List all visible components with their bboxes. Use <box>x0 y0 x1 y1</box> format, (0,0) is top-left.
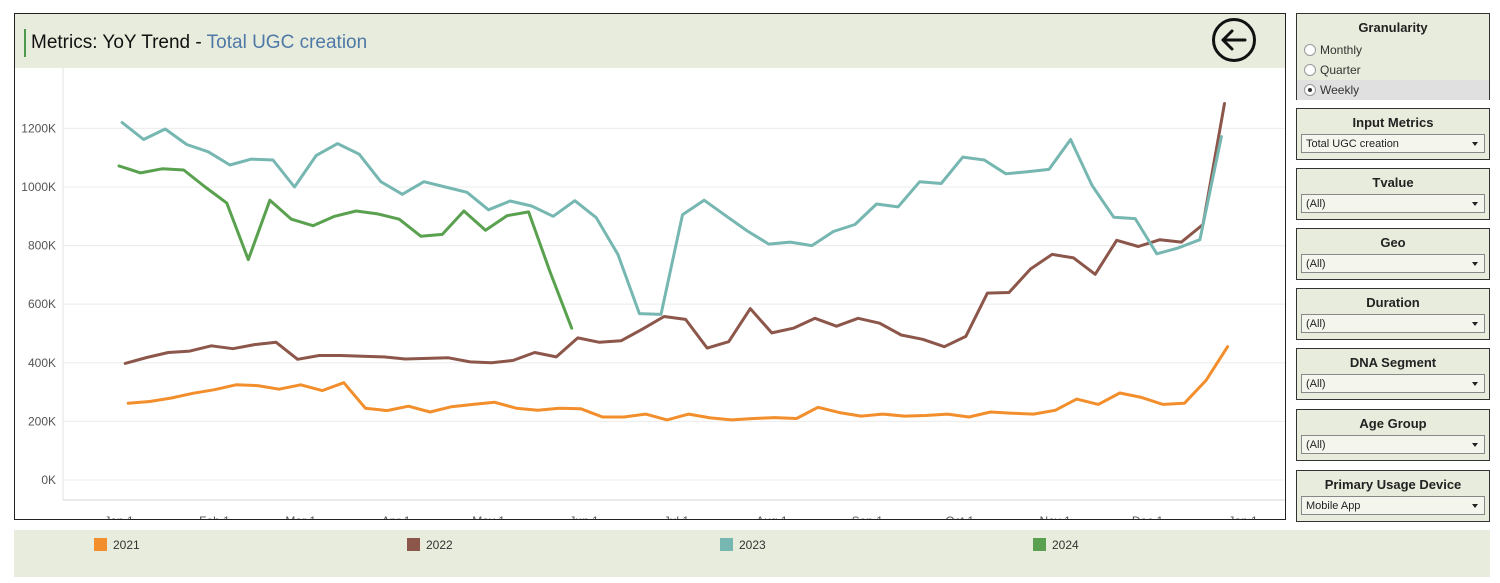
legend-swatch <box>94 538 107 551</box>
radio-circle-icon <box>1304 44 1316 56</box>
input-metrics-title: Input Metrics <box>1352 115 1434 130</box>
x-tick-label: Dec 1 <box>1132 514 1164 519</box>
dropdown-value: Mobile App <box>1306 500 1361 512</box>
tvalue-title: Tvalue <box>1372 175 1414 190</box>
dropdown-value: (All) <box>1306 198 1326 210</box>
caret-down-icon <box>1472 504 1478 508</box>
dropdown-value: (All) <box>1306 318 1326 330</box>
chart-legend: 2021 2022 2023 2024 <box>14 530 1490 577</box>
legend-label: 2021 <box>113 538 140 552</box>
dna-segment-dropdown[interactable]: (All) <box>1301 374 1485 393</box>
duration-filter: Duration (All) <box>1296 288 1490 340</box>
line-chart: 0K 200K 400K 600K 800K 1000K 1200K Jan 1 Feb 1 Ma… <box>21 68 1285 519</box>
age-group-dropdown[interactable]: (All) <box>1301 435 1485 454</box>
y-tick-label: 400K <box>28 356 56 370</box>
y-tick-label: 800K <box>28 239 56 253</box>
legend-item-2022[interactable]: 2022 <box>407 538 453 554</box>
x-tick-label: Aug 1 <box>756 514 788 519</box>
y-tick-label: 600K <box>28 297 56 311</box>
y-tick-label: 1200K <box>21 121 56 135</box>
legend-swatch <box>720 538 733 551</box>
dna-segment-title: DNA Segment <box>1349 355 1437 370</box>
x-tick-label: Feb 1 <box>199 514 230 519</box>
radio-label: Weekly <box>1320 83 1360 97</box>
caret-down-icon <box>1472 262 1478 266</box>
radio-circle-icon <box>1304 64 1316 76</box>
gridlines <box>63 127 1285 481</box>
back-button[interactable] <box>1212 18 1256 62</box>
caret-down-icon <box>1472 443 1478 447</box>
title-metric-name: Total UGC creation <box>206 32 368 53</box>
legend-swatch <box>1033 538 1046 551</box>
tvalue-filter: Tvalue (All) <box>1296 168 1490 220</box>
radio-weekly[interactable]: Weekly <box>1297 80 1489 100</box>
caret-down-icon <box>1472 142 1478 146</box>
input-metrics-dropdown[interactable]: Total UGC creation <box>1301 134 1485 153</box>
chart-header: Metrics: YoY Trend - Total UGC creation <box>15 14 1285 68</box>
duration-title: Duration <box>1366 295 1420 310</box>
radio-label: Quarter <box>1320 63 1361 77</box>
legend-item-2021[interactable]: 2021 <box>94 538 140 554</box>
radio-quarter[interactable]: Quarter <box>1297 60 1489 80</box>
granularity-title: Granularity <box>1358 20 1428 35</box>
legend-label: 2022 <box>426 538 453 552</box>
primary-usage-device-title: Primary Usage Device <box>1324 477 1462 492</box>
dna-segment-filter: DNA Segment (All) <box>1296 348 1490 400</box>
title-accent-bar <box>24 29 26 57</box>
geo-title: Geo <box>1380 235 1406 250</box>
radio-monthly[interactable]: Monthly <box>1297 40 1489 60</box>
x-tick-label: Nov 1 <box>1039 514 1071 519</box>
dropdown-value: (All) <box>1306 258 1326 270</box>
series-line-2021[interactable] <box>126 345 1230 422</box>
geo-filter: Geo (All) <box>1296 228 1490 280</box>
primary-usage-device-dropdown[interactable]: Mobile App <box>1301 496 1485 515</box>
legend-label: 2024 <box>1052 538 1079 552</box>
y-tick-label: 0K <box>41 473 56 487</box>
caret-down-icon <box>1472 382 1478 386</box>
radio-selected-icon <box>1304 84 1316 96</box>
x-tick-label: Jan 1 <box>104 514 134 519</box>
series-line-2024[interactable] <box>117 164 574 330</box>
granularity-filter: Granularity Monthly Quarter Weekly <box>1296 13 1490 100</box>
x-tick-label: Jul 1 <box>664 514 690 519</box>
primary-usage-device-filter: Primary Usage Device Mobile App <box>1296 470 1490 522</box>
dropdown-value: (All) <box>1306 439 1326 451</box>
dropdown-value: (All) <box>1306 378 1326 390</box>
y-tick-label: 1000K <box>21 180 56 194</box>
legend-item-2023[interactable]: 2023 <box>720 538 766 554</box>
title-prefix: Metrics: YoY Trend - <box>31 32 207 53</box>
legend-swatch <box>407 538 420 551</box>
geo-dropdown[interactable]: (All) <box>1301 254 1485 273</box>
x-tick-label: Jun 1 <box>569 514 599 519</box>
caret-down-icon <box>1472 322 1478 326</box>
x-tick-label: Sep 1 <box>852 514 884 519</box>
age-group-title: Age Group <box>1359 416 1427 431</box>
arrow-left-circle-icon <box>1221 29 1247 51</box>
caret-down-icon <box>1472 202 1478 206</box>
x-tick-label: May 1 <box>472 514 505 519</box>
series-lines <box>117 102 1230 422</box>
axes: 0K 200K 400K 600K 800K 1000K 1200K Jan 1 Feb 1 Ma… <box>21 68 1285 519</box>
chart-title: Metrics: YoY Trend - Total UGC creation <box>31 32 367 54</box>
legend-label: 2023 <box>739 538 766 552</box>
duration-dropdown[interactable]: (All) <box>1301 314 1485 333</box>
input-metrics-filter: Input Metrics Total UGC creation <box>1296 108 1490 160</box>
chart-panel: Metrics: YoY Trend - Total UGC creation … <box>14 13 1286 520</box>
x-tick-label: Mar 1 <box>285 514 316 519</box>
series-line-2022[interactable] <box>123 102 1226 365</box>
legend-item-2024[interactable]: 2024 <box>1033 538 1079 554</box>
x-tick-label: Apr 1 <box>382 514 411 519</box>
age-group-filter: Age Group (All) <box>1296 409 1490 461</box>
x-tick-label: Oct 1 <box>945 514 974 519</box>
radio-label: Monthly <box>1320 43 1363 57</box>
series-line-2023[interactable] <box>120 121 1223 316</box>
x-tick-label: Jan 1 <box>1228 514 1258 519</box>
y-tick-label: 200K <box>28 414 56 428</box>
dropdown-value: Total UGC creation <box>1306 138 1399 150</box>
tvalue-dropdown[interactable]: (All) <box>1301 194 1485 213</box>
